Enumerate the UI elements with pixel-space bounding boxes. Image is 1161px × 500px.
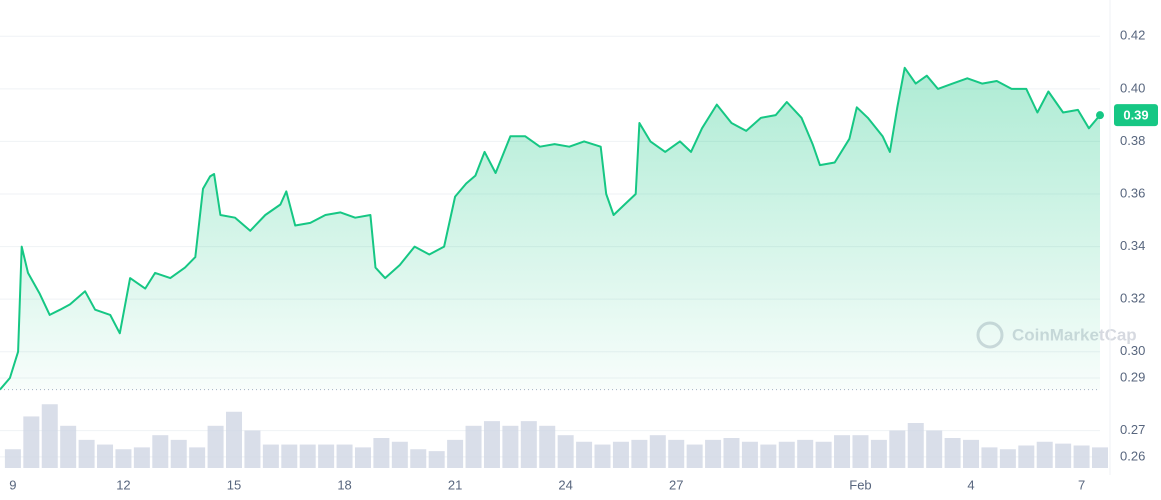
volume-bar — [373, 438, 390, 468]
volume-bar — [852, 435, 869, 468]
x-tick-label: 12 — [116, 477, 130, 492]
x-tick-label: 18 — [337, 477, 351, 492]
volume-bar — [907, 423, 924, 468]
volume-bar — [612, 441, 629, 468]
y-tick-label: 0.26 — [1120, 448, 1145, 463]
y-tick-label: 0.32 — [1120, 291, 1145, 306]
volume-bar — [428, 451, 445, 468]
volume-bar — [4, 449, 21, 468]
price-line — [0, 66, 1101, 391]
volume-bar — [834, 435, 851, 468]
volume-bar — [133, 447, 150, 468]
volume-bar — [944, 438, 961, 468]
volume-bar — [78, 439, 95, 468]
volume-bar — [299, 444, 316, 468]
y-tick-label: 0.27 — [1120, 422, 1145, 437]
volume-bar — [741, 441, 758, 468]
volume-bar — [981, 447, 998, 468]
volume-bar — [594, 444, 611, 468]
volume-bar — [23, 416, 40, 468]
volume-bar — [354, 447, 371, 468]
volume-bar — [815, 441, 832, 468]
volume-bar — [705, 439, 722, 468]
y-tick-label: 0.40 — [1120, 80, 1145, 95]
x-tick-label: 24 — [558, 477, 572, 492]
volume-bar — [465, 425, 482, 468]
volume-bar — [281, 444, 298, 468]
volume-bar — [97, 444, 114, 468]
volume-bar — [60, 425, 77, 468]
volume-bar — [778, 441, 795, 468]
volume-bar — [520, 421, 537, 468]
price-badge — [1114, 104, 1158, 127]
y-tick-label: 0.38 — [1120, 133, 1145, 148]
x-tick-label: Feb — [849, 477, 871, 492]
volume-bar — [963, 439, 980, 468]
y-tick-label: 0.30 — [1120, 343, 1145, 358]
volume-bar — [502, 425, 519, 468]
volume-bar — [1073, 445, 1090, 468]
last-point — [1096, 111, 1104, 120]
volume-bar — [889, 430, 906, 468]
x-tick-label: 27 — [669, 477, 683, 492]
x-tick-label: 9 — [9, 477, 16, 492]
volume-bar — [557, 435, 574, 468]
volume-bar — [41, 404, 58, 468]
volume-bar — [760, 444, 777, 468]
volume-bar — [576, 441, 593, 468]
volume-bar — [649, 435, 666, 468]
volume-bar — [1036, 441, 1053, 468]
volume-bar — [262, 444, 279, 468]
x-tick-label: 15 — [227, 477, 241, 492]
volume-bar — [391, 441, 408, 468]
volume-bar — [870, 439, 887, 468]
volume-bar — [926, 430, 943, 468]
volume-bar — [668, 439, 685, 468]
volume-bar — [207, 425, 224, 468]
y-tick-label: 0.36 — [1120, 185, 1145, 200]
volume-bar — [410, 449, 427, 468]
volume-bar — [115, 449, 132, 468]
volume-bar — [189, 447, 206, 468]
volume-bar — [152, 435, 169, 468]
volume-bar — [539, 425, 556, 468]
y-tick-label: 0.29 — [1120, 369, 1145, 384]
volume-bar — [1018, 445, 1035, 468]
volume-bar — [483, 421, 500, 468]
volume-bar — [336, 444, 353, 468]
volume-bar — [1092, 447, 1108, 468]
volume-bar — [447, 439, 464, 468]
price-badge-label: 0.39 — [1123, 108, 1148, 123]
y-tick-label: 0.42 — [1120, 28, 1145, 43]
price-area — [0, 67, 1100, 390]
x-tick-label: 21 — [448, 477, 462, 492]
volume-bar — [797, 439, 814, 468]
y-tick-label: 0.34 — [1120, 238, 1145, 253]
volume-bar — [244, 430, 261, 468]
x-tick-label: 7 — [1078, 477, 1085, 492]
volume-bar — [999, 449, 1016, 468]
volume-bar — [723, 438, 740, 468]
x-tick-label: 4 — [967, 477, 974, 492]
volume-bar — [686, 444, 703, 468]
volume-bar — [1055, 443, 1072, 468]
volume-bar — [170, 439, 187, 468]
volume-bar — [226, 411, 243, 468]
volume-bar — [631, 439, 648, 468]
volume-bar — [318, 444, 335, 468]
